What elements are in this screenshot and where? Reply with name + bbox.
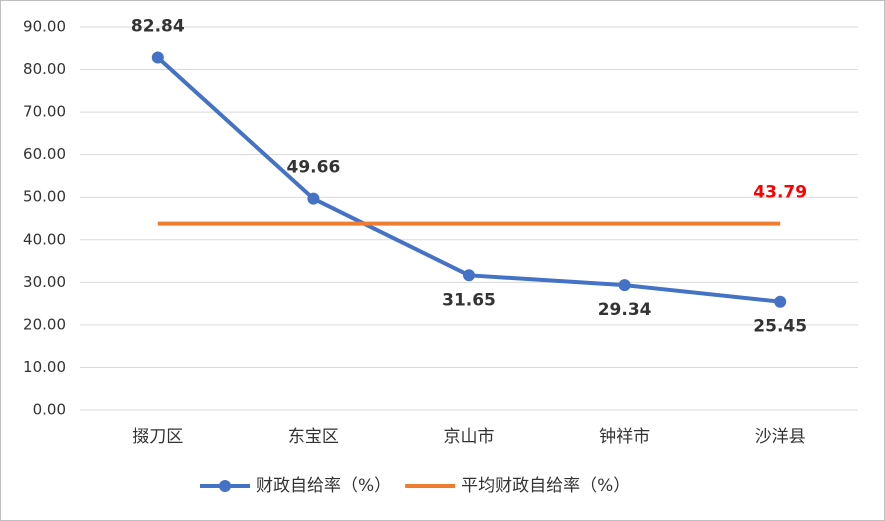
y-tick-label: 0.00 bbox=[33, 401, 66, 419]
y-tick-label: 20.00 bbox=[23, 315, 66, 333]
data-label: 82.84 bbox=[131, 16, 185, 36]
y-tick-label: 60.00 bbox=[23, 145, 66, 163]
marker bbox=[463, 269, 475, 282]
x-tick-label: 沙洋县 bbox=[755, 427, 806, 447]
legend-label: 平均财政自给率（%） bbox=[461, 476, 630, 496]
data-label: 31.65 bbox=[442, 290, 496, 310]
marker bbox=[151, 51, 164, 64]
y-tick-label: 40.00 bbox=[23, 230, 66, 248]
y-tick-label: 50.00 bbox=[23, 188, 66, 206]
y-tick-label: 30.00 bbox=[23, 273, 66, 291]
x-tick-label: 掇刀区 bbox=[132, 427, 183, 447]
y-tick-label: 10.00 bbox=[23, 358, 66, 376]
data-label: 29.34 bbox=[598, 300, 652, 320]
legend-marker bbox=[219, 480, 231, 492]
data-label: 25.45 bbox=[753, 317, 807, 337]
x-tick-label: 钟祥市 bbox=[599, 427, 650, 447]
y-tick-label: 70.00 bbox=[23, 103, 66, 121]
y-tick-label: 90.00 bbox=[23, 18, 66, 36]
marker bbox=[618, 279, 631, 292]
marker bbox=[307, 192, 320, 205]
data-label: 49.66 bbox=[287, 158, 341, 178]
x-tick-label: 京山市 bbox=[444, 427, 495, 447]
marker bbox=[774, 295, 787, 308]
legend-label: 财政自给率（%） bbox=[256, 476, 391, 496]
data-label: 43.79 bbox=[753, 183, 807, 203]
y-tick-label: 80.00 bbox=[23, 60, 66, 78]
x-tick-label: 东宝区 bbox=[288, 427, 339, 447]
